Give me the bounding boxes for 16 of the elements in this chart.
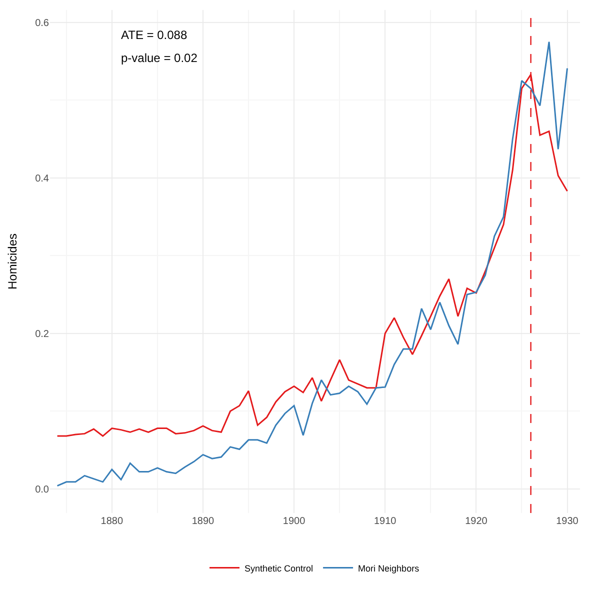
annotation: p-value = 0.02 <box>121 51 198 65</box>
x-tick-label: 1900 <box>282 516 306 527</box>
y-tick-label: 0.6 <box>35 18 50 29</box>
legend-label: Synthetic Control <box>244 563 314 574</box>
x-tick-label: 1930 <box>556 516 579 527</box>
y-axis-title: Homicides <box>5 233 20 290</box>
x-tick-label: 1910 <box>374 516 397 527</box>
legend-label: Mori Neighbors <box>358 563 420 574</box>
y-tick-label: 0.2 <box>35 328 50 340</box>
x-tick-label: 1920 <box>465 516 488 527</box>
y-tick-label: 0.0 <box>35 484 50 496</box>
y-tick-label: 0.4 <box>35 173 50 184</box>
x-tick-label: 1890 <box>192 516 215 527</box>
x-tick-label: 1880 <box>100 516 124 527</box>
annotation: ATE = 0.088 <box>121 28 188 42</box>
line-series <box>56 41 568 487</box>
